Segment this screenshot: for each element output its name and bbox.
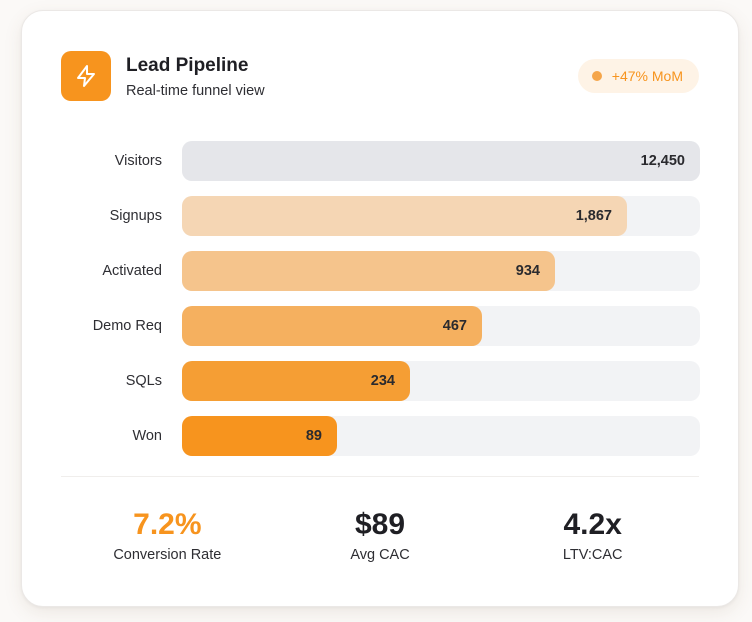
funnel-stage-label: SQLs [125, 373, 162, 389]
stat-value: 7.2% [133, 508, 202, 541]
funnel-bar-track: 12,450 [182, 141, 700, 181]
funnel-bar: 934 [182, 251, 555, 291]
funnel-bar-value: 12,450 [640, 153, 685, 169]
funnel-row: Won 89 [61, 416, 700, 456]
funnel-bar-value: 1,867 [575, 208, 612, 224]
funnel-bar-value: 234 [370, 373, 395, 389]
lead-pipeline-card: Lead Pipeline Real-time funnel view +47%… [21, 10, 739, 607]
stat-value: $89 [354, 508, 406, 541]
funnel-bar-value: 467 [442, 318, 467, 334]
funnel-stage-label: Demo Req [92, 318, 162, 334]
stat-label: Avg CAC [350, 547, 410, 563]
stat-avg-cac: $89 Avg CAC [274, 507, 487, 563]
card-header: Lead Pipeline Real-time funnel view +47%… [61, 51, 699, 103]
stat-value: 4.2x [563, 508, 622, 541]
funnel-stage-label: Signups [109, 208, 162, 224]
funnel-bar: 12,450 [182, 141, 700, 181]
funnel-bar-track: 89 [182, 416, 700, 456]
card-title: Lead Pipeline [126, 55, 249, 76]
stat-ltv-cac: 4.2x LTV:CAC [486, 507, 699, 563]
funnel-bar: 1,867 [182, 196, 627, 236]
funnel-stage-label: Activated [102, 263, 162, 279]
growth-badge-text: +47% MoM [611, 68, 683, 84]
stat-label: LTV:CAC [562, 547, 623, 563]
stat-label: Conversion Rate [113, 547, 222, 563]
funnel-bar-track: 934 [182, 251, 700, 291]
funnel-stage-label: Won [132, 428, 162, 444]
stats-row: 7.2% Conversion Rate $89 Avg CAC 4.2x LT… [61, 507, 699, 563]
status-dot-icon [591, 71, 602, 81]
funnel-bar: 234 [182, 361, 410, 401]
funnel-bar: 467 [182, 306, 482, 346]
funnel-row: Visitors 12,450 [61, 141, 700, 181]
stat-conversion-rate: 7.2% Conversion Rate [61, 507, 274, 563]
funnel-row: Signups 1,867 [61, 196, 700, 236]
funnel-bar-value: 934 [515, 263, 540, 279]
funnel-bar-track: 1,867 [182, 196, 700, 236]
funnel-row: Activated 934 [61, 251, 700, 291]
card-subtitle: Real-time funnel view [126, 83, 265, 99]
lightning-bolt-icon [61, 51, 111, 101]
growth-badge: +47% MoM [577, 59, 699, 93]
funnel-bar-value: 89 [305, 428, 322, 444]
divider [61, 476, 699, 477]
funnel-bar-track: 467 [182, 306, 700, 346]
funnel-stage-label: Visitors [114, 153, 162, 169]
funnel-row: Demo Req 467 [61, 306, 700, 346]
funnel-bar-track: 234 [182, 361, 700, 401]
funnel-row: SQLs 234 [61, 361, 700, 401]
funnel-bar: 89 [182, 416, 337, 456]
